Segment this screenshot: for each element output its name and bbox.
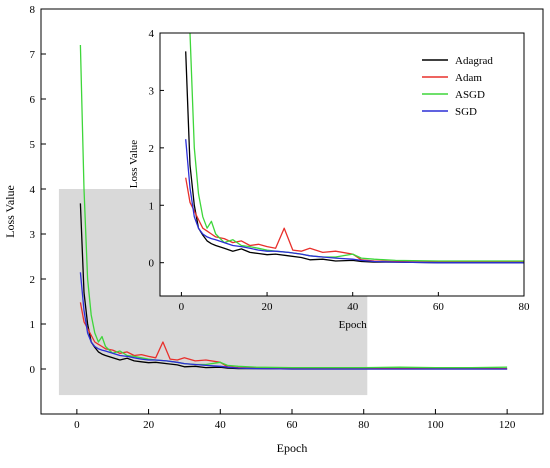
inset-y-tick-label: 1 [149, 200, 155, 212]
inset-plot-frame [159, 32, 525, 297]
main-y-tick-label: 2 [30, 274, 36, 286]
inset-y-tick-label: 0 [149, 258, 155, 270]
main-y-tick-label: 5 [30, 139, 36, 151]
main-x-tick-label: 0 [74, 419, 80, 431]
inset-x-tick-label: 20 [262, 301, 274, 313]
main-y-tick-label: 0 [30, 364, 36, 376]
inset-y-tick-label: 3 [149, 85, 155, 97]
legend-label-adam: Adam [455, 72, 482, 84]
main-y-axis-label: Loss Value [3, 185, 17, 238]
legend-label-asgd: ASGD [455, 89, 485, 101]
inset-x-axis-label: Epoch [339, 319, 368, 331]
main-x-tick-label: 120 [499, 419, 516, 431]
main-y-tick-label: 8 [30, 4, 36, 16]
main-y-tick-label: 1 [30, 319, 36, 331]
legend-label-adagrad: Adagrad [455, 55, 493, 67]
inset-x-tick-label: 0 [179, 301, 185, 313]
inset-y-tick-label: 2 [149, 143, 155, 155]
legend: Adagrad Adam ASGD SGD [422, 55, 493, 118]
inset-chart: 0 20 40 60 80 0 1 2 3 4 Epoch Loss Value Adagrad Adam… [128, 28, 531, 331]
main-y-tick-label: 3 [30, 229, 36, 241]
main-x-tick-label: 40 [215, 419, 227, 431]
inset-x-tick-label: 60 [433, 301, 445, 313]
legend-label-sgd: SGD [455, 106, 477, 118]
main-y-tick-label: 6 [30, 94, 36, 106]
main-y-tick-label: 7 [30, 49, 36, 61]
main-series-line-sgd [79, 272, 508, 370]
main-x-tick-label: 100 [427, 419, 444, 431]
inset-x-tick-label: 80 [519, 301, 531, 313]
inset-x-tick-label: 40 [347, 301, 359, 313]
inset-series-group [185, 33, 524, 264]
main-x-tick-label: 80 [358, 419, 370, 431]
inset-y-axis-label: Loss Value [128, 140, 140, 188]
main-x-axis-label: Epoch [277, 441, 308, 455]
inset-series-line-sgd [185, 139, 524, 264]
main-x-tick-label: 60 [287, 419, 299, 431]
main-y-tick-label: 4 [30, 184, 36, 196]
inset-y-tick-label: 4 [149, 28, 155, 40]
main-x-tick-label: 20 [143, 419, 155, 431]
